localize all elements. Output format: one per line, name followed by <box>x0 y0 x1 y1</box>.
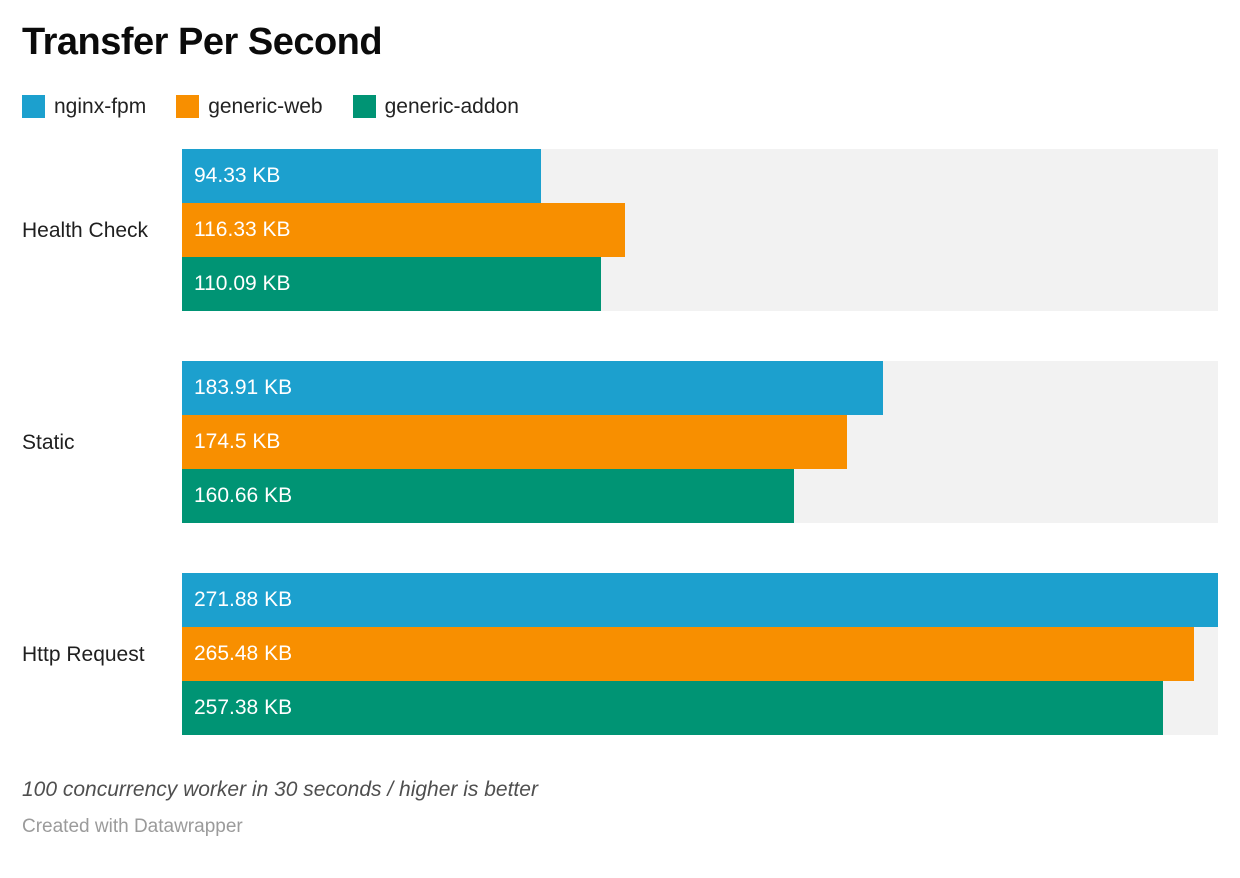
bar-nginx-fpm: 271.88 KB <box>182 573 1218 627</box>
category-label: Http Request <box>22 642 145 666</box>
bar-generic-addon: 257.38 KB <box>182 681 1163 735</box>
bar-value-label: 160.66 KB <box>194 484 293 507</box>
bar-track: 160.66 KB <box>182 469 1218 523</box>
bar-track: 94.33 KB <box>182 149 1218 203</box>
bar-generic-web: 174.5 KB <box>182 415 847 469</box>
bar-value-label: 257.38 KB <box>194 696 293 719</box>
bar-generic-addon: 160.66 KB <box>182 469 795 523</box>
bar-value-label: 183.91 KB <box>194 376 293 399</box>
attribution-text: Created with Datawrapper <box>22 816 243 837</box>
bar-nginx-fpm: 94.33 KB <box>182 149 542 203</box>
bar-nginx-fpm: 183.91 KB <box>182 361 883 415</box>
legend-label: generic-web <box>208 94 323 118</box>
legend-item-generic-web: generic-web <box>176 94 323 118</box>
bar-track: 271.88 KB <box>182 573 1218 627</box>
bar-value-label: 265.48 KB <box>194 642 293 665</box>
bar-group: Http Request 271.88 KB 265.48 KB 257.38 KB <box>22 573 1218 735</box>
bar-track: 257.38 KB <box>182 681 1218 735</box>
legend-label: generic-addon <box>384 94 519 118</box>
bar-generic-web: 116.33 KB <box>182 203 626 257</box>
bar-value-label: 271.88 KB <box>194 588 293 611</box>
category-label: Health Check <box>22 218 149 242</box>
bar-value-label: 94.33 KB <box>194 164 281 187</box>
bar-stack: 94.33 KB 116.33 KB 110.09 KB <box>182 149 1218 311</box>
legend-label: nginx-fpm <box>54 94 147 118</box>
chart-footer: 100 concurrency worker in 30 seconds / h… <box>22 777 1218 839</box>
chart-note: 100 concurrency worker in 30 seconds / h… <box>22 778 538 801</box>
legend-swatch-icon <box>352 94 376 118</box>
bar-track: 116.33 KB <box>182 203 1218 257</box>
chart-title: Transfer Per Second <box>22 21 383 63</box>
bar-track: 174.5 KB <box>182 415 1218 469</box>
chart-page: Transfer Per Second nginx-fpm generic-web… <box>0 18 1240 839</box>
bar-generic-addon: 110.09 KB <box>182 257 602 311</box>
bar-generic-web: 265.48 KB <box>182 627 1194 681</box>
bar-group: Health Check 94.33 KB 116.33 KB 110.09 KB <box>22 149 1218 311</box>
category-label: Static <box>22 430 75 454</box>
legend-item-generic-addon: generic-addon <box>352 94 519 118</box>
bar-group: Static 183.91 KB 174.5 KB 160.66 KB <box>22 361 1218 523</box>
bar-value-label: 116.33 KB <box>194 218 291 241</box>
bar-track: 265.48 KB <box>182 627 1218 681</box>
bar-value-label: 174.5 KB <box>194 430 281 453</box>
bar-chart: Health Check 94.33 KB 116.33 KB 110.09 KB St… <box>22 149 1218 735</box>
bar-stack: 271.88 KB 265.48 KB 257.38 KB <box>182 573 1218 735</box>
bar-stack: 183.91 KB 174.5 KB 160.66 KB <box>182 361 1218 523</box>
bar-value-label: 110.09 KB <box>194 272 291 295</box>
legend-swatch-icon <box>22 94 45 118</box>
legend-swatch-icon <box>176 94 200 118</box>
legend: nginx-fpm generic-web generic-addon <box>22 94 1218 118</box>
legend-item-nginx-fpm: nginx-fpm <box>22 94 147 118</box>
bar-track: 110.09 KB <box>182 257 1218 311</box>
bar-track: 183.91 KB <box>182 361 1218 415</box>
